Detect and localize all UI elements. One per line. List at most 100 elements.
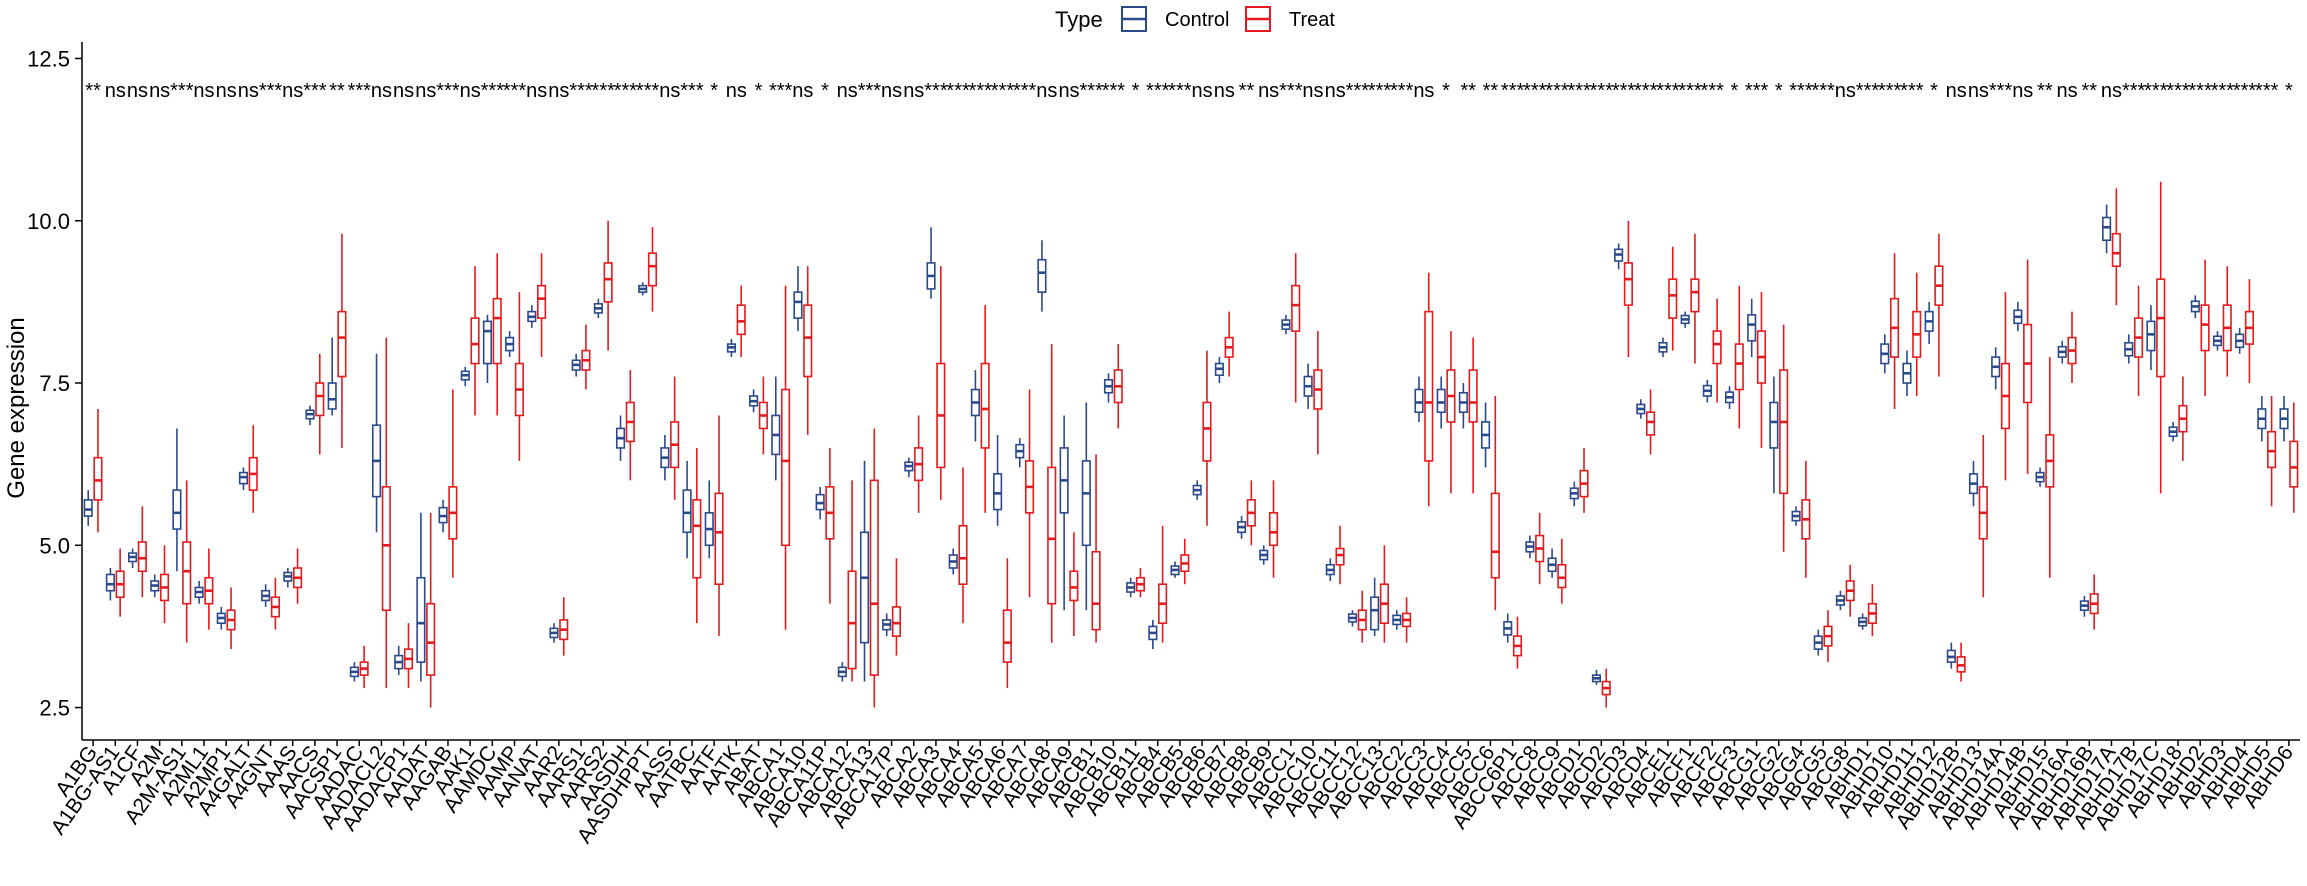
- significance-label: ***: [503, 80, 527, 102]
- treat-box: [1379, 545, 1389, 643]
- gene-group: [1724, 285, 1744, 429]
- y-tick-label: 12.5: [27, 46, 70, 71]
- significance-label: ns: [2057, 80, 2078, 102]
- significance-label: *: [1775, 80, 1783, 102]
- box-iqr: [1291, 284, 1301, 332]
- gene-group: [1436, 331, 1456, 494]
- significance-label: ***: [2144, 80, 2168, 102]
- significance-label: ***: [1102, 80, 1126, 102]
- significance-label: ***: [436, 80, 460, 102]
- treat-box: [2222, 266, 2232, 377]
- significance-label: ns: [238, 80, 259, 102]
- treat-box: [2178, 376, 2188, 461]
- box-iqr: [1037, 258, 1047, 293]
- gene-group: [482, 253, 502, 416]
- treat-box: [581, 324, 591, 390]
- treat-box: [1623, 220, 1633, 358]
- treat-box: [1291, 253, 1301, 403]
- treat-box: [1113, 344, 1123, 429]
- significance-label: ***: [1368, 80, 1392, 102]
- box-iqr: [1335, 547, 1345, 566]
- gene-group: [2057, 311, 2077, 384]
- control-box: [2035, 467, 2045, 487]
- treat-box: [1712, 298, 1722, 403]
- significance-label: ***: [170, 80, 194, 102]
- significance-label: ns: [881, 80, 902, 102]
- control-box: [793, 266, 803, 332]
- box-iqr: [2146, 320, 2156, 352]
- significance-label: ***: [680, 80, 704, 102]
- box-iqr: [980, 362, 990, 449]
- gene-group: [749, 376, 768, 455]
- gene-group: [194, 548, 214, 630]
- control-box: [1547, 548, 1557, 578]
- significance-label: **: [85, 80, 101, 102]
- gene-group: [1591, 668, 1611, 708]
- box-iqr: [1414, 388, 1424, 414]
- significance-label: ns: [1214, 80, 1235, 102]
- control-box: [194, 580, 204, 604]
- y-tick-label: 10.0: [27, 209, 70, 234]
- treat-box: [448, 389, 458, 578]
- gene-group: [1702, 298, 1722, 403]
- box-iqr: [1769, 401, 1779, 449]
- treat-box: [1734, 285, 1744, 429]
- significance-label: ns: [2101, 80, 2122, 102]
- treat-box: [1535, 512, 1545, 585]
- control-box: [771, 376, 781, 481]
- legend-key-treat: [1245, 6, 1271, 32]
- gene-group: [815, 447, 835, 604]
- significance-label: ns: [526, 80, 547, 102]
- control-box: [394, 645, 404, 676]
- box-iqr: [1690, 278, 1700, 313]
- gene-group: [1791, 460, 1811, 578]
- significance-label: ***: [1612, 80, 1636, 102]
- y-axis-title: Gene expression: [3, 317, 30, 498]
- significance-label: ***: [1811, 80, 1835, 102]
- control-box: [660, 434, 670, 481]
- legend-label-control: Control: [1165, 9, 1229, 31]
- gene-group: [1924, 233, 1944, 377]
- control-box: [1192, 480, 1202, 500]
- significance-label: ***: [1789, 80, 1813, 102]
- box-iqr: [1436, 388, 1446, 414]
- gene-group: [948, 467, 968, 624]
- significance-label: **: [1483, 80, 1499, 102]
- significance-label: ***: [1701, 80, 1725, 102]
- significance-label: ***: [1146, 80, 1170, 102]
- control-box: [2124, 334, 2134, 364]
- gene-group: [2102, 188, 2121, 306]
- control-box: [549, 623, 559, 643]
- significance-label: **: [2037, 80, 2053, 102]
- treat-box: [1268, 480, 1279, 578]
- box-iqr: [2200, 304, 2210, 352]
- gene-group: [1170, 538, 1190, 585]
- control-box: [2168, 421, 2178, 442]
- gene-group: [1858, 584, 1877, 637]
- gene-group: [1192, 350, 1212, 526]
- treat-box: [1779, 324, 1789, 552]
- significance-label: *: [1442, 80, 1450, 102]
- gene-group: [327, 233, 347, 448]
- treat-box: [337, 233, 347, 448]
- gene-group: [2146, 181, 2166, 494]
- significance-label: ***: [969, 80, 993, 102]
- box-iqr: [891, 606, 902, 637]
- gene-group: [1015, 389, 1035, 598]
- control-box: [216, 606, 226, 630]
- box-iqr: [482, 320, 493, 365]
- gene-group: [1281, 253, 1301, 403]
- control-box: [172, 428, 182, 572]
- significance-label: **: [2082, 80, 2098, 102]
- box-iqr: [327, 382, 337, 410]
- control-box: [1724, 386, 1735, 409]
- gene-group: [1480, 396, 1500, 611]
- significance-label: ***: [1634, 80, 1658, 102]
- treat-box: [2289, 402, 2299, 513]
- gene-group: [505, 292, 524, 461]
- control-box: [261, 584, 271, 607]
- gene-group: [1968, 434, 1988, 598]
- treat-box: [758, 376, 768, 455]
- significance-label: ns: [415, 80, 436, 102]
